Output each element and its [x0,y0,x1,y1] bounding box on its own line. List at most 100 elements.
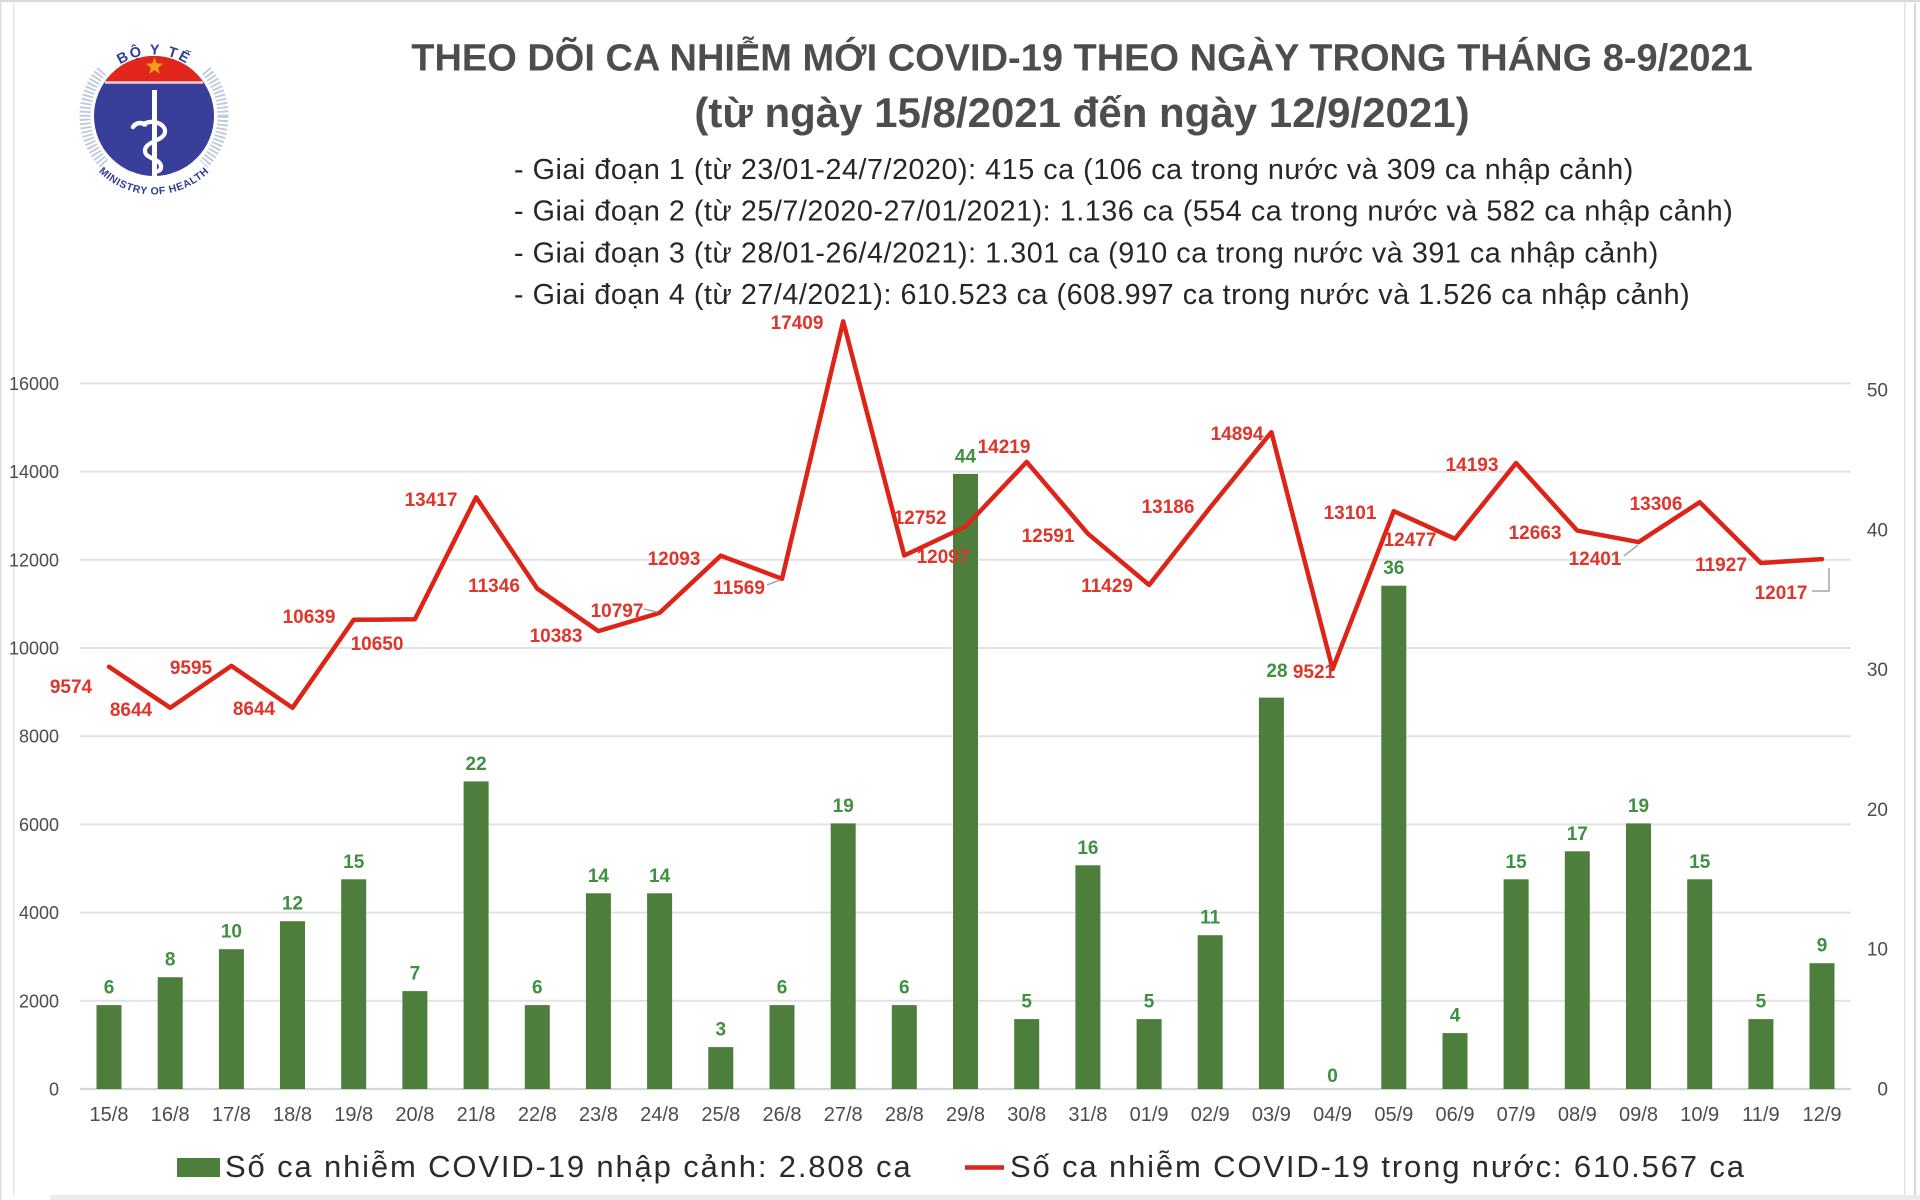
svg-text:6: 6 [532,978,543,999]
svg-text:8: 8 [165,950,176,971]
svg-text:4000: 4000 [19,903,59,923]
svg-text:12: 12 [282,894,303,915]
svg-text:- Giai đoạn 1 (từ 23/01-24/7/2: - Giai đoạn 1 (từ 23/01-24/7/2020): 415 … [514,154,1634,186]
svg-text:11346: 11346 [468,576,520,597]
svg-text:10797: 10797 [591,601,644,622]
svg-text:9: 9 [1817,936,1828,957]
svg-text:THEO DÕI CA NHIỄM MỚI COVID-19: THEO DÕI CA NHIỄM MỚI COVID-19 THEO NGÀY… [411,36,1753,80]
svg-text:18/8: 18/8 [273,1104,312,1126]
svg-text:16000: 16000 [9,374,59,394]
svg-text:14219: 14219 [978,437,1031,458]
svg-text:04/9: 04/9 [1313,1104,1352,1126]
svg-text:10650: 10650 [351,634,404,655]
svg-text:19: 19 [833,796,854,817]
svg-text:9595: 9595 [170,658,213,679]
svg-text:6: 6 [899,978,910,999]
svg-text:5: 5 [1144,992,1155,1013]
svg-text:13101: 13101 [1324,503,1377,524]
svg-text:3: 3 [716,1020,727,1041]
svg-text:10639: 10639 [283,607,336,628]
svg-text:10000: 10000 [9,639,59,659]
svg-text:8644: 8644 [110,700,153,721]
svg-text:23/8: 23/8 [579,1104,618,1126]
svg-text:21/8: 21/8 [457,1104,496,1126]
svg-text:14: 14 [588,866,610,887]
svg-text:12097: 12097 [917,547,970,568]
svg-text:(từ ngày 15/8/2021 đến ngày 12: (từ ngày 15/8/2021 đến ngày 12/9/2021) [694,89,1469,136]
svg-text:Số ca nhiễm COVID-19 trong nướ: Số ca nhiễm COVID-19 trong nước: 610.567… [1010,1149,1746,1184]
svg-text:14193: 14193 [1446,455,1499,476]
svg-text:12/9: 12/9 [1803,1104,1842,1126]
svg-text:15/8: 15/8 [90,1104,129,1126]
svg-text:12663: 12663 [1509,523,1562,544]
svg-text:0: 0 [1877,1080,1888,1101]
svg-text:11569: 11569 [713,578,765,599]
svg-text:09/8: 09/8 [1619,1104,1658,1126]
svg-text:11: 11 [1200,908,1221,929]
svg-text:07/9: 07/9 [1497,1104,1536,1126]
svg-text:36: 36 [1383,558,1404,579]
svg-text:9574: 9574 [50,677,93,698]
svg-text:08/9: 08/9 [1558,1104,1597,1126]
svg-text:20: 20 [1867,800,1888,821]
svg-text:2000: 2000 [19,991,59,1011]
svg-text:24/8: 24/8 [640,1104,679,1126]
svg-text:15: 15 [1689,852,1711,873]
svg-text:30: 30 [1867,660,1888,681]
svg-text:10383: 10383 [530,626,583,647]
svg-text:22: 22 [466,754,487,775]
svg-text:6000: 6000 [19,815,59,835]
svg-text:- Giai đoạn 2 (từ 25/7/2020-27: - Giai đoạn 2 (từ 25/7/2020-27/01/2021):… [514,196,1733,228]
svg-text:14894: 14894 [1211,424,1264,445]
svg-text:12017: 12017 [1755,583,1808,604]
svg-text:13417: 13417 [405,490,458,511]
svg-text:12752: 12752 [894,508,947,529]
svg-text:12591: 12591 [1022,526,1075,547]
svg-text:17: 17 [1567,824,1588,845]
svg-text:11927: 11927 [1695,555,1747,576]
svg-text:12000: 12000 [9,550,59,570]
svg-text:10/9: 10/9 [1680,1104,1719,1126]
svg-text:12477: 12477 [1384,530,1437,551]
svg-text:5: 5 [1021,992,1032,1013]
svg-text:- Giai đoạn 3 (từ 28/01-26/4/2: - Giai đoạn 3 (từ 28/01-26/4/2021): 1.30… [514,237,1659,269]
svg-text:6: 6 [777,978,788,999]
svg-text:19/8: 19/8 [334,1104,373,1126]
svg-text:10: 10 [1867,940,1888,961]
svg-text:03/9: 03/9 [1252,1104,1291,1126]
svg-text:8000: 8000 [19,727,59,747]
svg-text:11/9: 11/9 [1742,1104,1779,1126]
svg-text:50: 50 [1867,381,1888,402]
svg-text:27/8: 27/8 [824,1104,863,1126]
svg-text:13306: 13306 [1630,494,1683,515]
svg-text:7: 7 [410,964,421,985]
svg-text:5: 5 [1756,992,1767,1013]
svg-text:11429: 11429 [1081,576,1133,597]
svg-text:40: 40 [1867,520,1888,541]
svg-text:20/8: 20/8 [395,1104,434,1126]
svg-text:28: 28 [1266,661,1287,682]
svg-text:12401: 12401 [1569,549,1622,570]
svg-text:25/8: 25/8 [701,1104,740,1126]
svg-text:29/8: 29/8 [946,1104,985,1126]
svg-text:15: 15 [343,852,365,873]
svg-text:17/8: 17/8 [212,1104,251,1126]
svg-text:8644: 8644 [233,699,276,720]
svg-text:17409: 17409 [771,313,824,334]
svg-text:14000: 14000 [9,462,59,482]
svg-text:44: 44 [955,446,977,467]
svg-text:6: 6 [104,978,115,999]
svg-text:10: 10 [221,922,242,943]
svg-text:14: 14 [649,866,671,887]
svg-text:- Giai đoạn 4 (từ 27/4/2021):: - Giai đoạn 4 (từ 27/4/2021): 610.523 ca… [514,279,1690,311]
svg-text:12093: 12093 [648,549,701,570]
svg-text:31/8: 31/8 [1068,1104,1107,1126]
svg-text:4: 4 [1450,1006,1461,1027]
svg-text:13186: 13186 [1142,497,1195,518]
svg-text:30/8: 30/8 [1007,1104,1046,1126]
svg-text:01/9: 01/9 [1130,1104,1169,1126]
svg-text:22/8: 22/8 [518,1104,557,1126]
svg-text:16/8: 16/8 [151,1104,190,1126]
svg-text:26/8: 26/8 [763,1104,802,1126]
svg-text:Số ca nhiễm COVID-19 nhập cảnh: Số ca nhiễm COVID-19 nhập cảnh: 2.808 ca [225,1149,912,1184]
